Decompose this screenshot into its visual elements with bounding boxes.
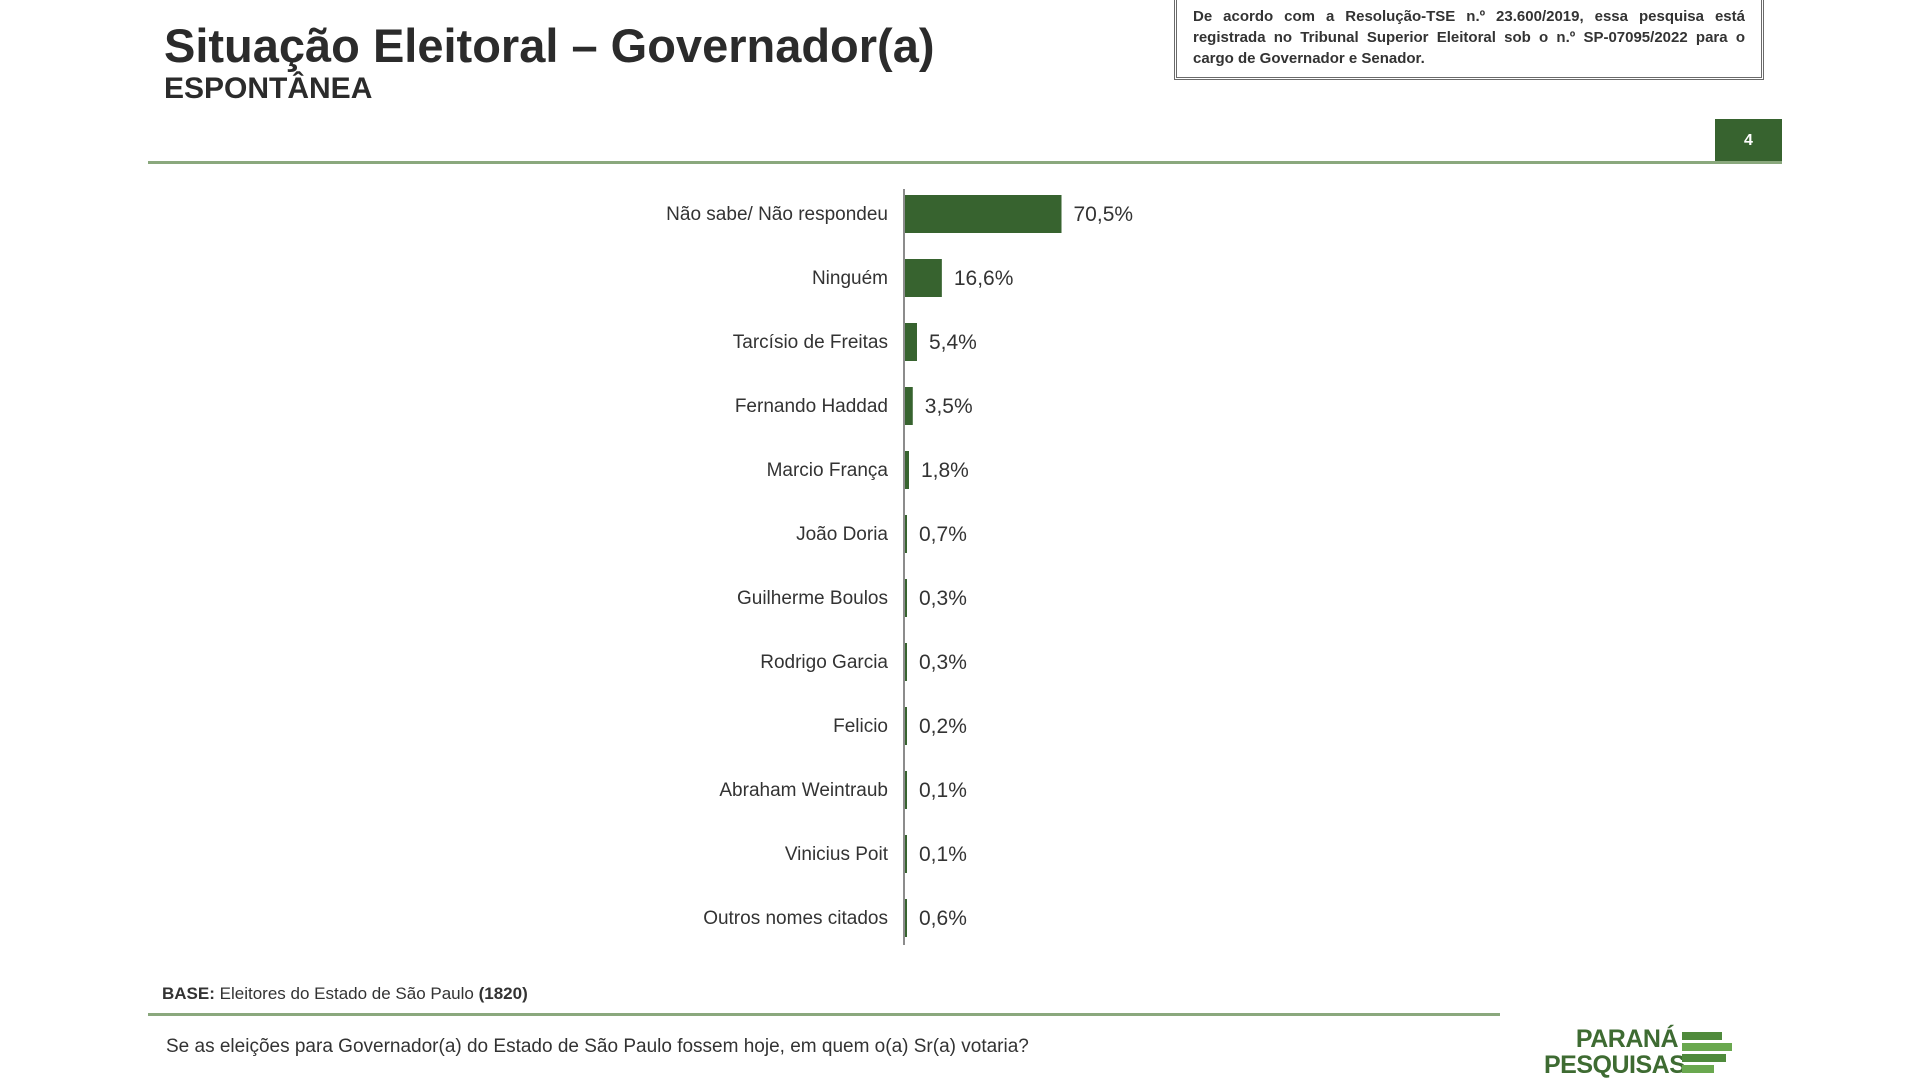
value-label: 0,7% xyxy=(919,523,967,546)
value-label: 16,6% xyxy=(954,267,1014,290)
bar xyxy=(905,387,913,425)
page-subtitle: ESPONTÂNEA xyxy=(164,72,373,105)
notice-text-2: para o cargo de Governador e Senador. xyxy=(1193,29,1745,67)
value-label: 0,6% xyxy=(919,907,967,930)
category-label: Rodrigo Garcia xyxy=(760,652,888,673)
category-label: Não sabe/ Não respondeu xyxy=(666,204,888,225)
category-label: Fernando Haddad xyxy=(735,396,888,417)
header-divider xyxy=(148,161,1782,164)
base-text: Eleitores do Estado de São Paulo xyxy=(214,984,479,1003)
bar xyxy=(905,643,907,681)
value-label: 0,3% xyxy=(919,651,967,674)
bar xyxy=(905,899,907,937)
bar xyxy=(905,579,907,617)
category-label: Guilherme Boulos xyxy=(737,588,888,609)
value-label: 1,8% xyxy=(921,459,969,482)
logo-text-line2: PESQUISAS xyxy=(1544,1051,1686,1079)
value-label: 70,5% xyxy=(1074,203,1134,226)
value-label: 0,3% xyxy=(919,587,967,610)
survey-question: Se as eleições para Governador(a) do Est… xyxy=(166,1036,1029,1057)
value-label: 3,5% xyxy=(925,395,973,418)
category-label: Vinicius Poit xyxy=(785,844,889,865)
value-label: 0,1% xyxy=(919,843,967,866)
bar xyxy=(905,771,907,809)
bar xyxy=(905,515,907,553)
tse-registration-notice: De acordo com a Resolução-TSE n.º 23.600… xyxy=(1174,0,1764,80)
category-label: João Doria xyxy=(796,524,888,545)
bar xyxy=(905,707,907,745)
bar xyxy=(905,195,1062,233)
footer-divider xyxy=(148,1013,1500,1016)
bar xyxy=(905,835,907,873)
category-label: Outros nomes citados xyxy=(703,908,888,929)
base-label: BASE: xyxy=(162,984,215,1003)
base-note: BASE: Eleitores do Estado de São Paulo (… xyxy=(162,984,528,1004)
category-label: Tarcísio de Freitas xyxy=(733,332,888,353)
notice-registration-number: SP-07095/2022 xyxy=(1583,29,1688,46)
value-label: 5,4% xyxy=(929,331,977,354)
bar xyxy=(905,451,909,489)
page-title: Situação Eleitoral – Governador(a) xyxy=(164,19,935,72)
bar xyxy=(905,259,942,297)
notice-text-1: De acordo com a Resolução-TSE n.º 23.600… xyxy=(1193,8,1745,46)
logo-text-line1: PARANÁ xyxy=(1575,1025,1679,1053)
category-label: Ninguém xyxy=(812,268,888,289)
category-label: Abraham Weintraub xyxy=(719,780,888,801)
logo-text: PARANÁ PESQUISAS xyxy=(1544,1025,1686,1079)
base-count: (1820) xyxy=(478,984,528,1003)
parana-pesquisas-logo: PARANÁ PESQUISAS xyxy=(1544,1026,1734,1080)
bar xyxy=(905,323,917,361)
category-label: Felicio xyxy=(833,716,888,737)
category-label: Marcio França xyxy=(767,460,889,481)
logo-stripes-icon xyxy=(1682,1032,1732,1073)
page-number-badge: 4 xyxy=(1715,119,1782,163)
value-label: 0,1% xyxy=(919,779,967,802)
value-label: 0,2% xyxy=(919,715,967,738)
